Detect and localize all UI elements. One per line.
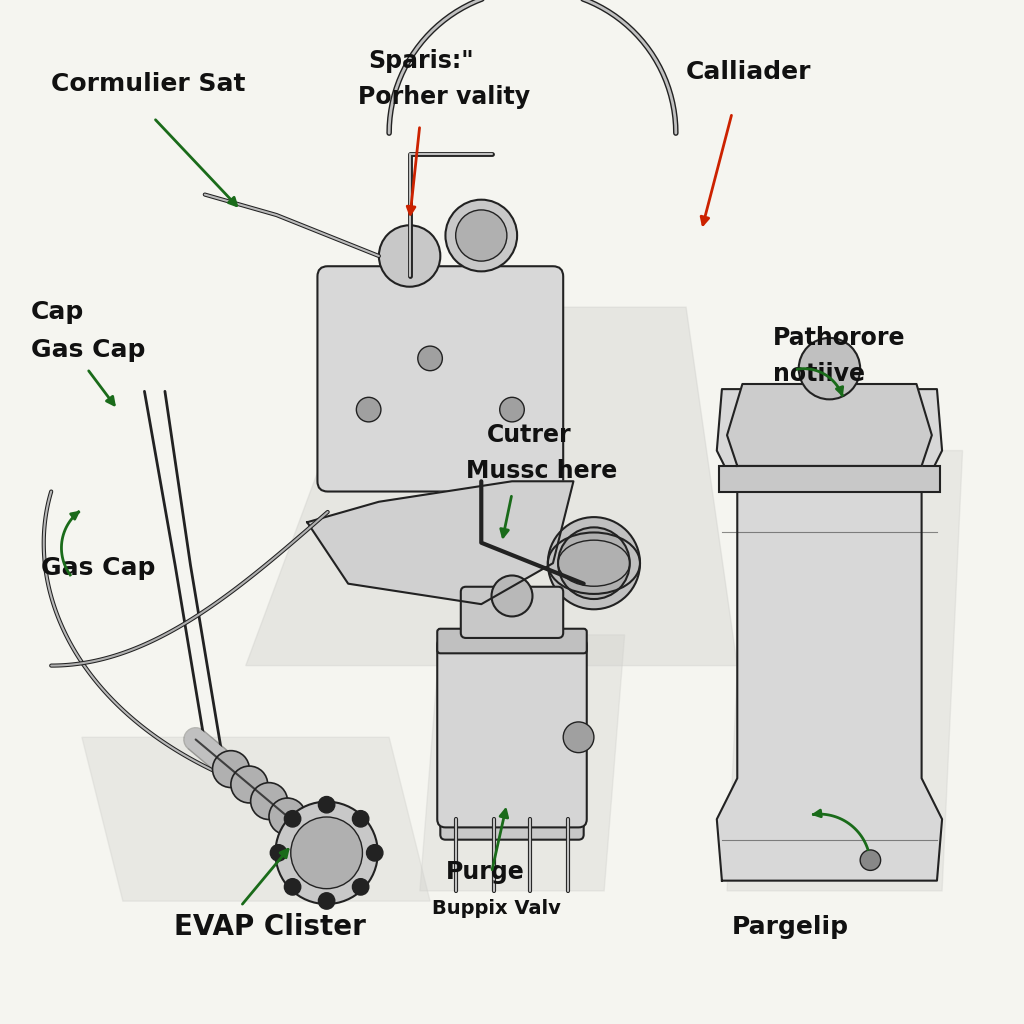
Circle shape [251,782,288,819]
Text: Calliader: Calliader [686,59,812,84]
FancyBboxPatch shape [437,637,587,827]
Circle shape [291,817,362,889]
Circle shape [269,798,306,835]
Polygon shape [82,737,430,901]
Circle shape [367,845,383,861]
Circle shape [270,845,287,861]
Circle shape [799,338,860,399]
Polygon shape [727,451,963,891]
Text: Mussc here: Mussc here [466,459,617,483]
Circle shape [356,397,381,422]
Circle shape [418,346,442,371]
Circle shape [285,879,301,895]
Circle shape [563,722,594,753]
Circle shape [456,210,507,261]
Text: Cap: Cap [31,300,84,325]
Text: Cormulier Sat: Cormulier Sat [51,72,246,96]
Text: Pargelip: Pargelip [732,914,849,939]
Circle shape [558,527,630,599]
Circle shape [285,811,301,827]
FancyBboxPatch shape [317,266,563,492]
FancyBboxPatch shape [437,629,587,653]
Text: Porher vality: Porher vality [358,85,530,110]
FancyBboxPatch shape [461,587,563,638]
Text: Sparis:": Sparis:" [369,49,474,74]
Text: Buppix Valv: Buppix Valv [432,899,561,918]
Polygon shape [307,481,573,604]
Polygon shape [727,384,932,466]
Circle shape [275,802,378,904]
Circle shape [352,879,369,895]
Text: notiive: notiive [773,361,865,386]
Text: Gas Cap: Gas Cap [31,338,145,362]
Text: Gas Cap: Gas Cap [41,556,156,581]
Circle shape [318,797,335,813]
Text: Cutrer: Cutrer [486,423,571,447]
FancyBboxPatch shape [440,804,584,840]
Circle shape [379,225,440,287]
Circle shape [352,811,369,827]
Circle shape [318,893,335,909]
Polygon shape [420,635,625,891]
Circle shape [500,397,524,422]
Circle shape [445,200,517,271]
Circle shape [230,766,267,803]
Text: EVAP Clister: EVAP Clister [174,912,366,941]
Circle shape [492,575,532,616]
Polygon shape [717,389,942,881]
Circle shape [213,751,250,787]
Polygon shape [246,307,737,666]
Circle shape [860,850,881,870]
Circle shape [548,517,640,609]
Text: Pathorore: Pathorore [773,326,905,350]
Text: Purge: Purge [445,860,524,885]
FancyBboxPatch shape [719,466,940,492]
